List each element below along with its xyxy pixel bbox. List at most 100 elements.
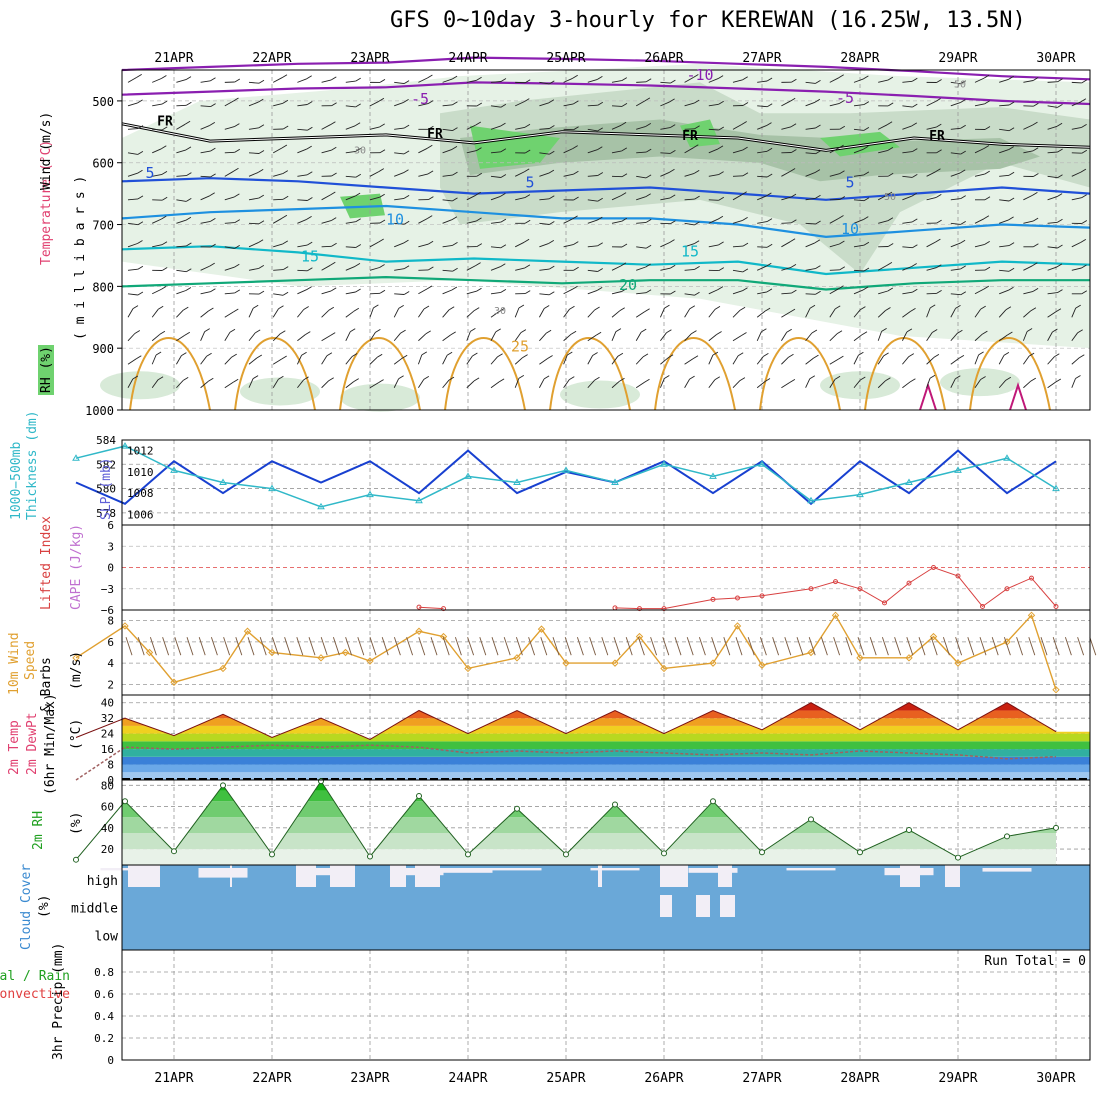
wind-barb-flag xyxy=(379,264,385,268)
wind-barb-flag xyxy=(185,216,192,221)
isotherm-label: 10 xyxy=(386,211,404,229)
wind-barb-flag xyxy=(427,240,434,245)
wind-barb-flag xyxy=(326,352,333,357)
wind-barb xyxy=(926,126,937,130)
wind-barb xyxy=(926,196,937,201)
wind-barb xyxy=(853,104,864,107)
lifted-index-line xyxy=(418,606,444,610)
wind-barb-flag xyxy=(959,169,966,174)
temp-band xyxy=(122,702,1090,711)
wind-barb-flag xyxy=(815,220,821,225)
surface-wind-barb xyxy=(271,637,279,656)
cloud-units-group: (%) xyxy=(37,895,52,918)
wind-barb-flag xyxy=(452,101,458,106)
cloud-background xyxy=(122,865,1090,950)
wind-barb xyxy=(272,308,279,318)
surface-wind-barb xyxy=(1052,637,1060,656)
rh-marker xyxy=(612,801,618,808)
precip-total-label: Total / Rain xyxy=(0,969,70,984)
wind-barb-flag xyxy=(258,79,265,84)
cape-label-group: CAPE (J/kg) xyxy=(69,524,84,610)
wind-barb-flag xyxy=(814,239,821,244)
wind-barb xyxy=(1023,355,1030,365)
rh-marker xyxy=(857,849,863,856)
wind-barb-flag xyxy=(1032,217,1039,222)
wind-barb xyxy=(611,331,617,341)
wind-barb-flag xyxy=(960,291,967,296)
wind-barb xyxy=(829,358,839,365)
wind-barb xyxy=(563,333,572,342)
wind-speed-marker xyxy=(341,648,350,657)
wind-barb-flag xyxy=(234,193,240,198)
wind-speed-marker xyxy=(1027,611,1036,620)
wind-barb xyxy=(1071,332,1079,342)
wind-speed-marker xyxy=(611,659,619,667)
surface-wind-barb xyxy=(967,637,975,656)
wind-barb xyxy=(708,103,719,107)
temp-line xyxy=(75,702,1057,740)
wind-barb xyxy=(878,290,888,295)
wind-barb-flag xyxy=(885,377,891,382)
wind-barb xyxy=(417,354,423,365)
wind-barb-flag xyxy=(597,197,603,202)
wind-barb-flag xyxy=(836,330,843,335)
wind-tick-label: 8 xyxy=(107,615,114,628)
wind10-label-group: Speed xyxy=(23,641,38,680)
rh2m-label-group: 2m RH xyxy=(31,811,46,850)
wind-barb xyxy=(708,379,716,389)
wind-barb-flag xyxy=(620,262,627,267)
wind-barb xyxy=(878,220,889,224)
wind-barb-flag xyxy=(669,124,676,128)
wind-barb-flag xyxy=(596,287,603,291)
surface-wind-barb xyxy=(503,637,511,656)
wind-barb-flag xyxy=(742,172,749,177)
wind-barb xyxy=(732,380,741,389)
thickness-marker xyxy=(660,460,668,467)
wind-barb-flag xyxy=(161,100,168,105)
wind-barb-flag xyxy=(545,329,552,334)
wind-barb xyxy=(950,81,961,85)
wind-barb xyxy=(176,79,187,83)
wind-barb-flag xyxy=(376,353,383,358)
wind-barb-flag xyxy=(282,195,289,200)
slp-tick-label: 1008 xyxy=(127,487,154,500)
wind-barb-flag xyxy=(353,307,360,312)
wind-barb-flag xyxy=(815,150,821,155)
wind-barb xyxy=(950,198,961,201)
wind-barb-flag xyxy=(1007,331,1013,336)
wind-barb-flag xyxy=(742,217,748,221)
wind-barb xyxy=(660,171,670,177)
wind-barb-flag xyxy=(401,354,408,359)
wind-barb-flag xyxy=(1008,216,1014,221)
pressure-units-label: ( m i l l i b a r s ) xyxy=(73,176,88,340)
wind-barb-flag xyxy=(1081,194,1087,199)
wind-barb-flag xyxy=(912,244,918,249)
wind-barb xyxy=(563,103,574,107)
wind-barb-flag xyxy=(984,126,991,130)
wind-barb xyxy=(587,355,593,365)
wind-barb-flag xyxy=(978,351,984,356)
pressure-tick-label: 600 xyxy=(92,157,114,171)
wind-barb xyxy=(829,102,840,107)
wind-barb-flag xyxy=(573,266,579,271)
wind-barb-flag xyxy=(717,145,724,150)
temp-tick-label: 40 xyxy=(101,697,114,710)
wind-barb xyxy=(1047,266,1058,271)
wind-barb xyxy=(805,172,816,177)
wind-speed-marker xyxy=(170,678,178,686)
wind-barb xyxy=(660,357,669,365)
temp2m-label: (6hr Min/Max) xyxy=(43,693,58,795)
cloud-label-group: Cloud Cover xyxy=(19,864,34,950)
surface-wind-barb xyxy=(332,637,340,656)
wind-barb-flag xyxy=(570,330,577,335)
wind-barb xyxy=(515,267,526,271)
wind-barb xyxy=(1071,171,1082,177)
wind-barb xyxy=(805,242,815,248)
wind-barb-flag xyxy=(742,76,748,81)
wind-barb-flag xyxy=(645,193,651,198)
wind-barb-flag xyxy=(281,74,288,79)
wind-barb xyxy=(442,269,453,272)
surface-wind-barb xyxy=(369,637,377,656)
wind-barb-flag xyxy=(548,99,555,104)
wind-barb-flag xyxy=(229,328,236,333)
